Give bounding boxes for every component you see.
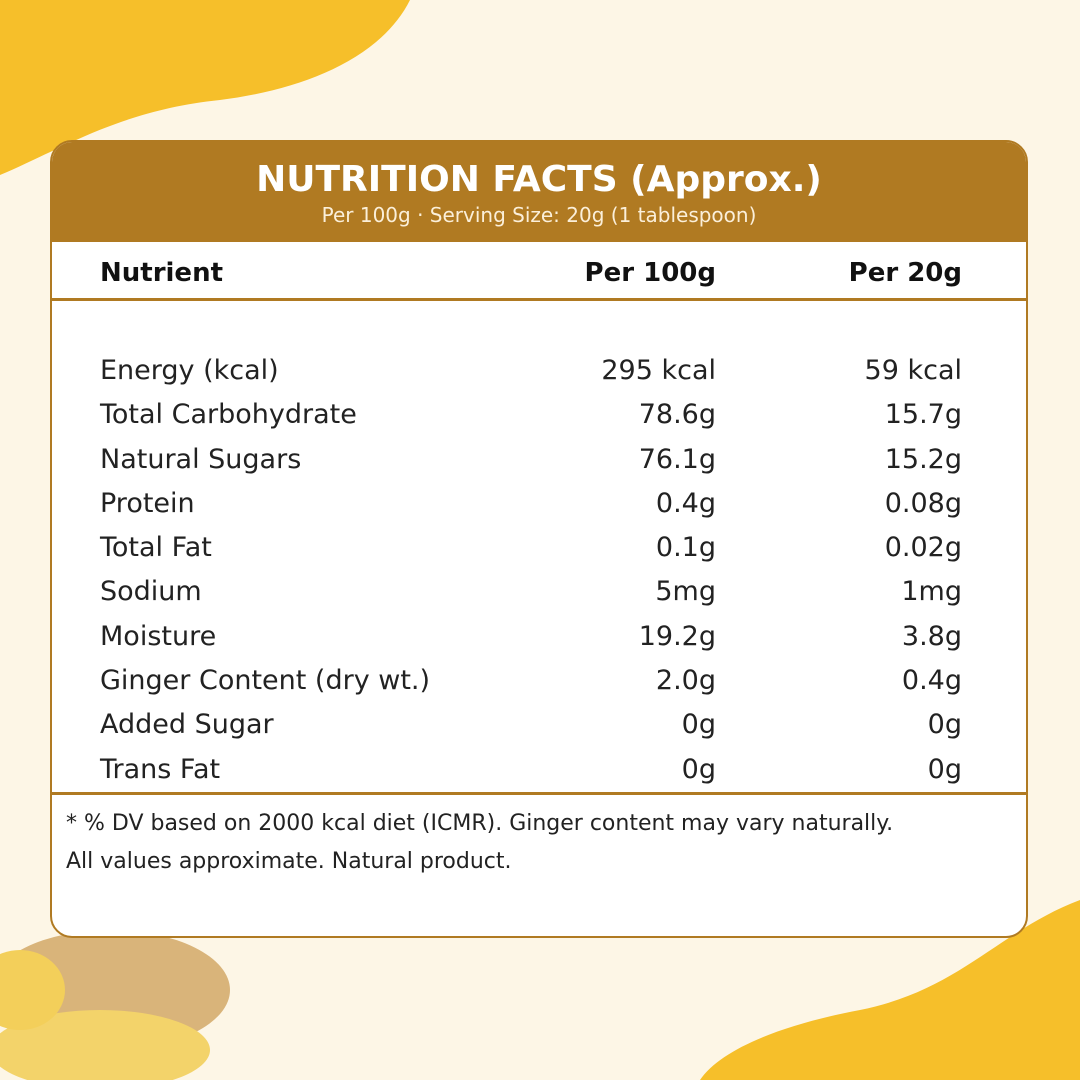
column-label: Nutrient xyxy=(100,258,224,288)
cell: 0.4g xyxy=(655,487,716,519)
table-row: Trans Fat 0g 0g xyxy=(52,748,1026,792)
cell: 19.2g xyxy=(638,620,716,652)
table-row: Ginger Content (dry wt.) 2.0g 0.4g xyxy=(52,659,1026,703)
cell: 0g xyxy=(681,709,716,741)
cell: 0g xyxy=(927,709,962,741)
cell: 15.2g xyxy=(884,443,962,475)
footnote-line: All values approximate. Natural product. xyxy=(66,849,512,874)
cell: 3.8g xyxy=(901,620,962,652)
footnote: * % DV based on 2000 kcal diet (ICMR). G… xyxy=(52,795,1026,891)
table-row: Sodium 5mg 1mg xyxy=(52,570,1026,614)
table-row: Protein 0.4g 0.08g xyxy=(52,482,1026,526)
ginger-slice xyxy=(0,950,65,1030)
cell: 0.02g xyxy=(884,532,962,564)
cell: 1mg xyxy=(901,576,962,608)
table-body: Energy (kcal) 295 kcal 59 kcal Total Carboh… xyxy=(52,301,1026,795)
cell: Sodium xyxy=(100,576,202,608)
header: NUTRITION FACTS (Approx.) Per 100g · Ser… xyxy=(52,142,1026,242)
cell: Protein xyxy=(100,487,195,519)
subtitle: Per 100g · Serving Size: 20g (1 tablespo… xyxy=(321,203,757,227)
nutrition-card: NUTRITION FACTS (Approx.) Per 100g · Ser… xyxy=(50,140,1028,938)
cell: Total Fat xyxy=(100,532,212,564)
cell: 0.1g xyxy=(655,532,716,564)
table-row: Natural Sugars 76.1g 15.2g xyxy=(52,438,1026,482)
footnote-line: * % DV based on 2000 kcal diet (ICMR). G… xyxy=(66,811,894,836)
cell: Total Carbohydrate xyxy=(100,399,357,431)
cell: Moisture xyxy=(100,620,217,652)
column-label: Per 100g xyxy=(584,258,716,288)
honey-splash xyxy=(700,900,1080,1080)
table-row: Added Sugar 0g 0g xyxy=(52,703,1026,747)
cell: 295 kcal xyxy=(601,355,716,386)
cell: Ginger Content (dry wt.) xyxy=(100,665,431,697)
cell: Added Sugar xyxy=(100,709,274,741)
column-header: Nutrient Per 100g Per 20g xyxy=(52,242,1026,301)
column-label: Per 20g xyxy=(848,258,962,288)
cell: 76.1g xyxy=(638,443,716,475)
cell: Trans Fat xyxy=(100,753,221,785)
cell: 59 kcal xyxy=(864,355,962,386)
cell: 2.0g xyxy=(655,665,716,697)
table-row: Total Fat 0.1g 0.02g xyxy=(52,526,1026,570)
cell: 0g xyxy=(927,753,962,785)
cell: 5mg xyxy=(655,576,716,608)
cell: 15.7g xyxy=(884,399,962,431)
cell: 78.6g xyxy=(638,399,716,431)
title: NUTRITION FACTS (Approx.) xyxy=(256,159,822,200)
cell: 0.4g xyxy=(901,665,962,697)
cell: Energy (kcal) xyxy=(100,355,279,386)
cell: 0.08g xyxy=(884,487,962,519)
honey-splash xyxy=(0,0,410,175)
cell: Natural Sugars xyxy=(100,443,302,475)
ginger-slice xyxy=(0,1010,210,1080)
table-row: Energy (kcal) 295 kcal 59 kcal xyxy=(52,349,1026,393)
cell: 0g xyxy=(681,753,716,785)
table-row: Moisture 19.2g 3.8g xyxy=(52,615,1026,659)
table-row: Total Carbohydrate 78.6g 15.7g xyxy=(52,393,1026,437)
